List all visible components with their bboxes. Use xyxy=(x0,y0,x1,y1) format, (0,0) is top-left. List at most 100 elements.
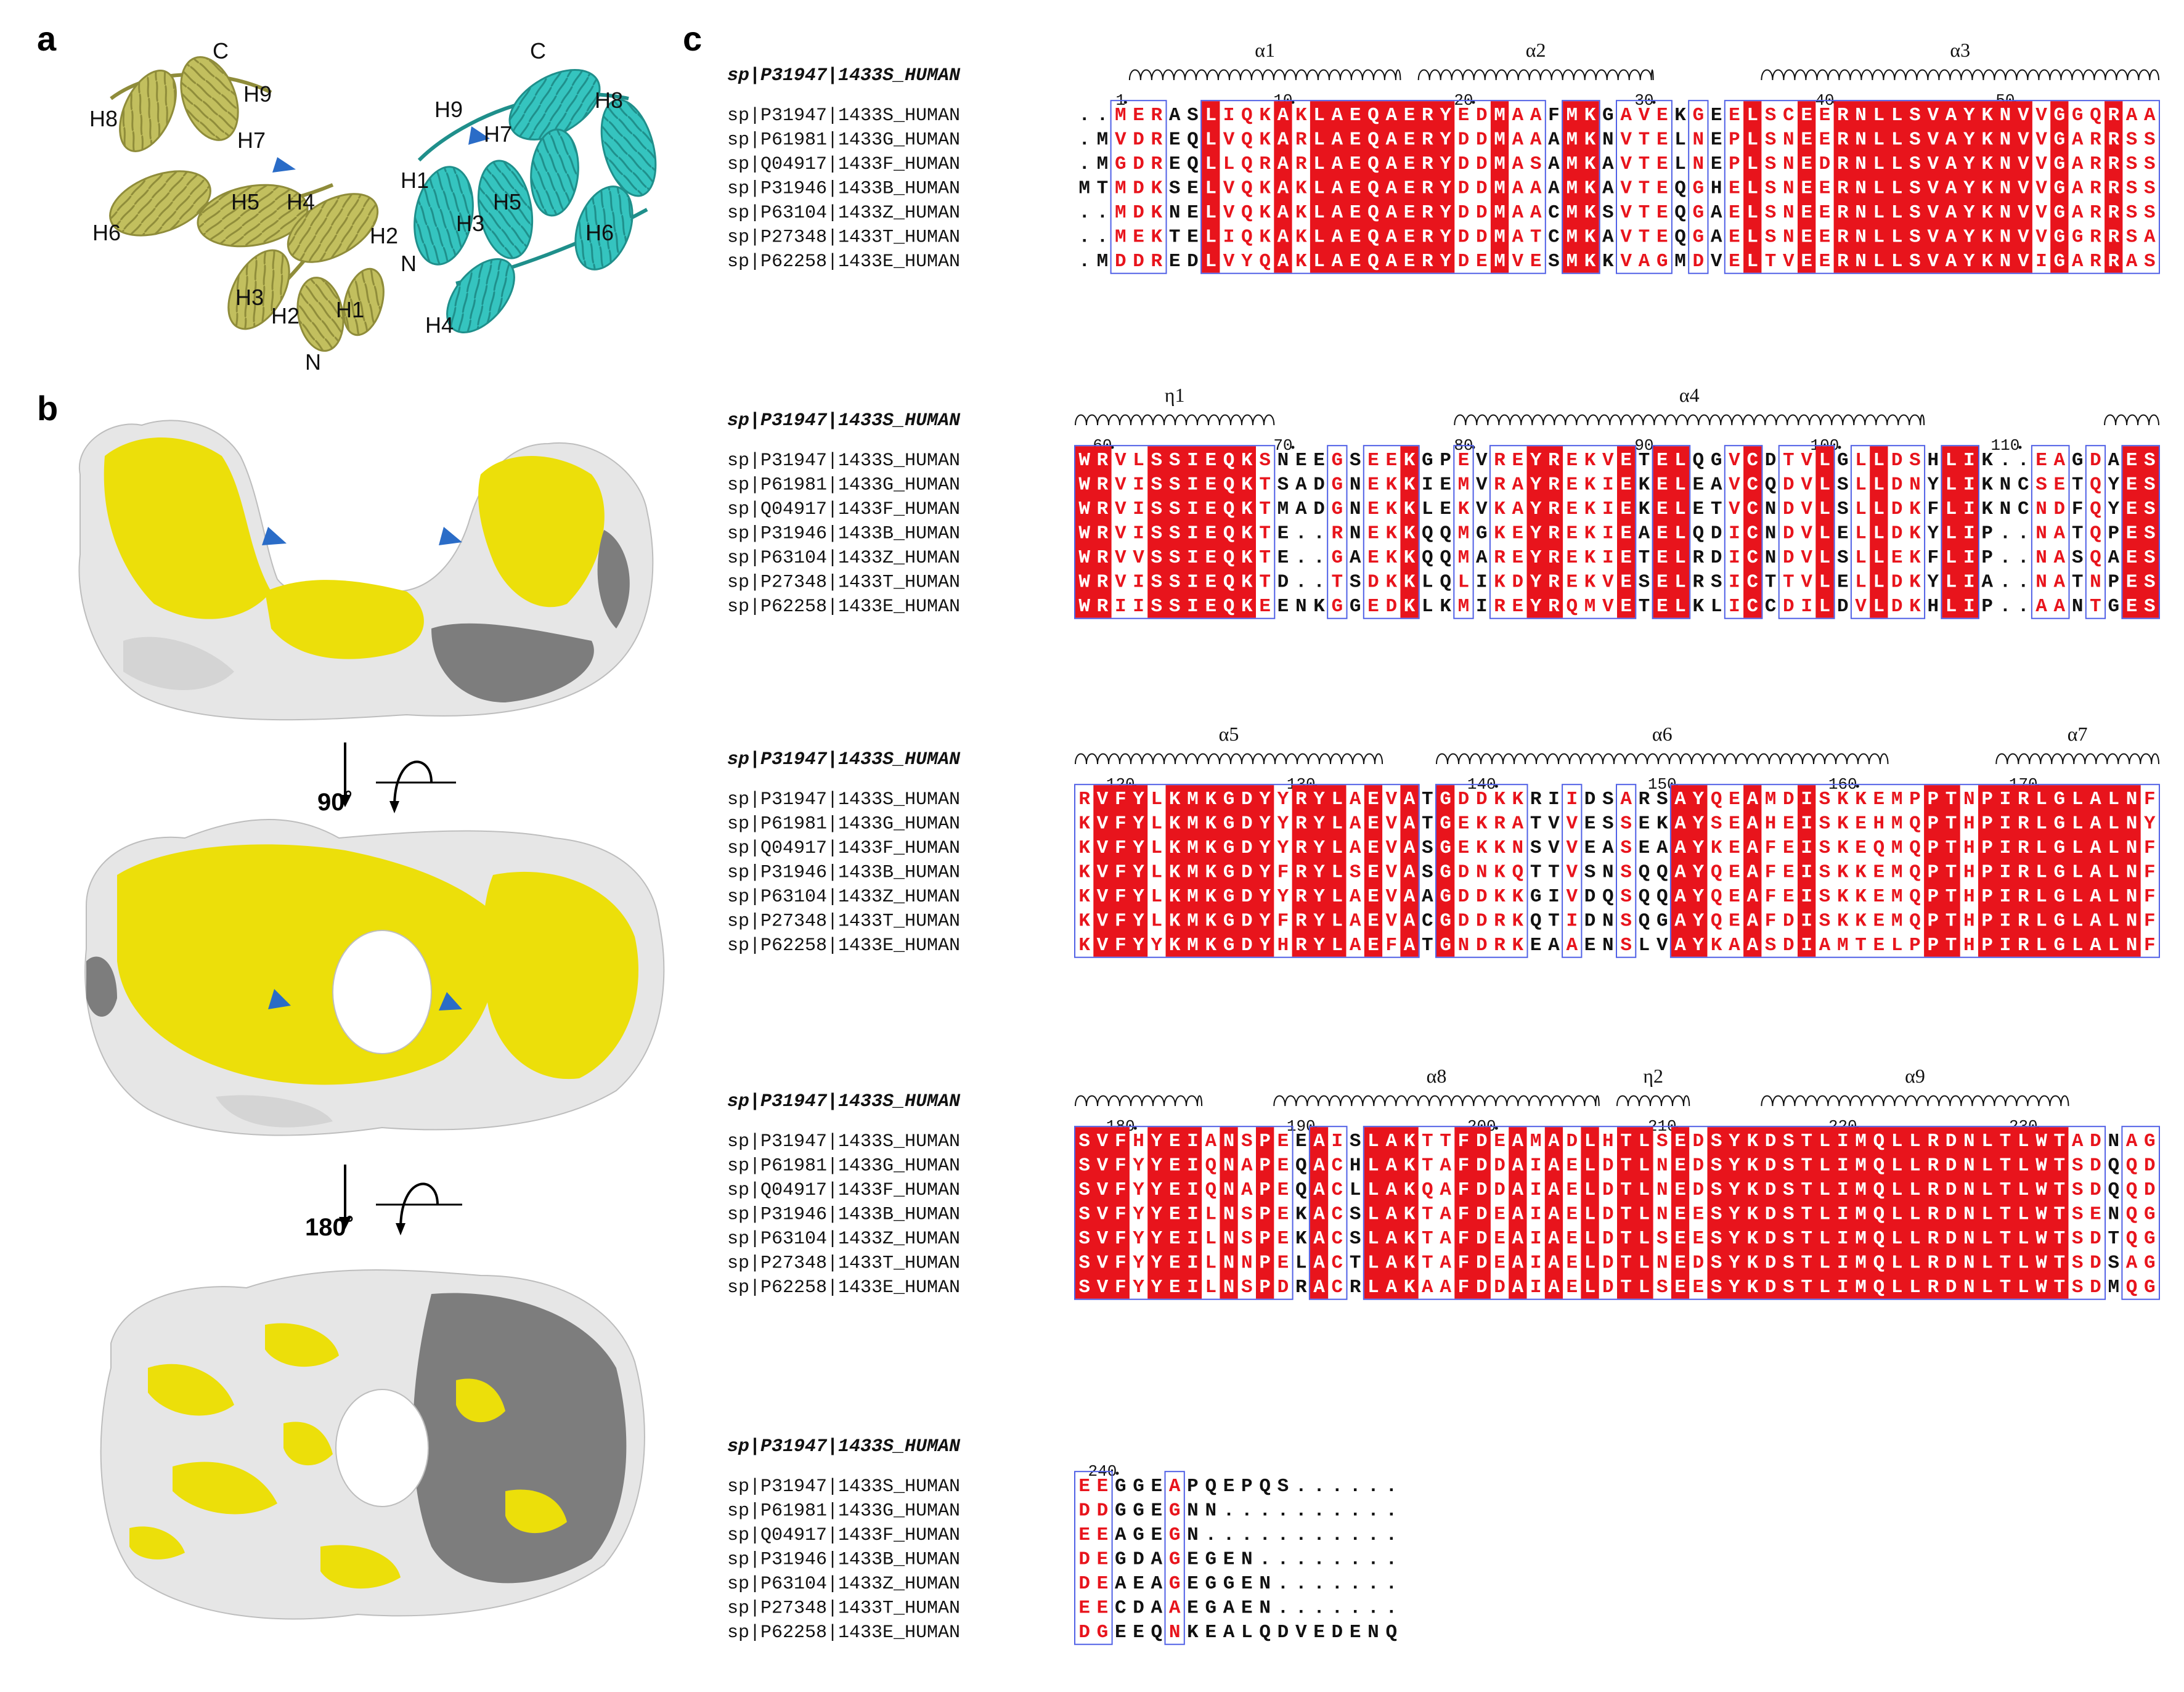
residue: . xyxy=(1332,1524,1343,1546)
residue: V xyxy=(1115,474,1127,496)
residue: E xyxy=(1169,1179,1181,1201)
helix-label: α9 xyxy=(1905,1065,1925,1087)
residue: T xyxy=(2000,1253,2011,1274)
residue: A xyxy=(1639,523,1650,545)
residue: T xyxy=(1259,547,1271,569)
identical-block xyxy=(1274,101,1292,273)
residue: L xyxy=(1981,1253,1993,1274)
residue: D xyxy=(1946,1155,1957,1177)
residue: L xyxy=(1819,1131,1831,1152)
residue: D xyxy=(1494,1179,1506,1201)
residue: . xyxy=(1367,1573,1379,1595)
residue: . xyxy=(1385,1573,1397,1595)
residue: Q xyxy=(1367,251,1379,272)
residue: E xyxy=(1729,837,1740,859)
residue: Q xyxy=(1711,886,1722,908)
residue: M xyxy=(1097,153,1109,175)
residue: Q xyxy=(1367,105,1379,126)
residue: K xyxy=(1295,202,1307,224)
residue: R xyxy=(1151,129,1163,151)
sequence-row: sp|Q04917|1433F_HUMAN K V F Y L K M K G D Y Y R Y L A E V A… xyxy=(727,837,2156,859)
residue: Y xyxy=(1963,129,1975,151)
helix-label: η1 xyxy=(1165,384,1185,406)
helix-label: α5 xyxy=(1219,723,1239,745)
residue: P xyxy=(1259,1179,1271,1201)
residue: L xyxy=(1891,105,1903,126)
helix-coil xyxy=(2104,414,2159,426)
residue: A xyxy=(1512,129,1524,151)
residue: D xyxy=(1458,153,1470,175)
residue: E xyxy=(1729,911,1740,932)
residue: A xyxy=(1566,935,1578,956)
residue: E xyxy=(1277,1253,1289,1274)
residue: I xyxy=(1801,596,1812,617)
residue: A xyxy=(1548,1131,1560,1152)
residue: K xyxy=(1981,450,1993,471)
residue: L xyxy=(1584,1277,1596,1298)
residue: C xyxy=(1783,105,1795,126)
residue: T xyxy=(1422,789,1433,810)
residue: A xyxy=(1295,474,1307,496)
residue: R xyxy=(1422,153,1433,175)
residue: S xyxy=(1711,1155,1722,1177)
residue: A xyxy=(2072,202,2084,224)
residue: L xyxy=(2018,1277,2029,1298)
residue: R xyxy=(1927,1131,1939,1152)
identical-block xyxy=(1743,785,1762,957)
residue: L xyxy=(1909,1131,1921,1152)
residue: K xyxy=(1259,202,1271,224)
residue: L xyxy=(2035,862,2047,884)
residue: L xyxy=(1891,202,1903,224)
residue: D xyxy=(2090,1131,2101,1152)
residue: E xyxy=(1350,178,1361,200)
residue: R xyxy=(1422,129,1433,151)
residue: N xyxy=(1963,1131,1975,1152)
label-left-H8: H8 xyxy=(89,106,118,131)
residue: N xyxy=(2000,251,2011,272)
residue: Q xyxy=(1223,474,1235,496)
residue: A xyxy=(1313,1131,1325,1152)
residue: I xyxy=(1729,572,1740,593)
residue: A xyxy=(1639,251,1650,272)
identical-block xyxy=(1743,446,1762,618)
residue: L xyxy=(1205,153,1216,175)
residue: S xyxy=(1837,474,1849,496)
residue: A xyxy=(1385,1179,1397,1201)
residue: S xyxy=(1656,789,1668,810)
residue: Y xyxy=(1693,935,1705,956)
residue: T xyxy=(1639,450,1650,471)
residue: K xyxy=(1584,572,1596,593)
residue: L xyxy=(1151,862,1163,884)
residue: K xyxy=(1584,498,1596,520)
residue: E xyxy=(1367,886,1379,908)
residue: L xyxy=(2108,886,2119,908)
residue: E xyxy=(1169,1155,1181,1177)
residue: E xyxy=(1187,227,1199,248)
residue: L xyxy=(1711,596,1722,617)
helix-coil xyxy=(1128,69,1401,81)
residue: E xyxy=(1078,1524,1090,1546)
residue: I xyxy=(1602,523,1614,545)
identical-block xyxy=(1364,785,1383,957)
residue: N xyxy=(2126,886,2138,908)
residue: M xyxy=(1115,105,1127,126)
residue: Y xyxy=(1277,837,1289,859)
residue: N xyxy=(1277,450,1289,471)
residue: K xyxy=(1837,837,1849,859)
residue: E xyxy=(1693,498,1705,520)
residue: K xyxy=(1693,596,1705,617)
reference-sequence-name: sp|P31947|1433S_HUMAN xyxy=(727,410,961,431)
residue: H xyxy=(1765,813,1777,835)
residue: P xyxy=(1927,935,1939,956)
residue: N xyxy=(2072,596,2084,617)
residue: T xyxy=(1259,572,1271,593)
residue: E xyxy=(1169,1204,1181,1226)
residue: Q xyxy=(1223,596,1235,617)
residue: Q xyxy=(1530,911,1542,932)
residue: V xyxy=(2018,251,2029,272)
residue: V xyxy=(1385,837,1397,859)
residue: N xyxy=(2000,474,2011,496)
residue: . xyxy=(1259,1524,1271,1546)
residue: E xyxy=(1584,837,1596,859)
residue: N xyxy=(1909,474,1921,496)
